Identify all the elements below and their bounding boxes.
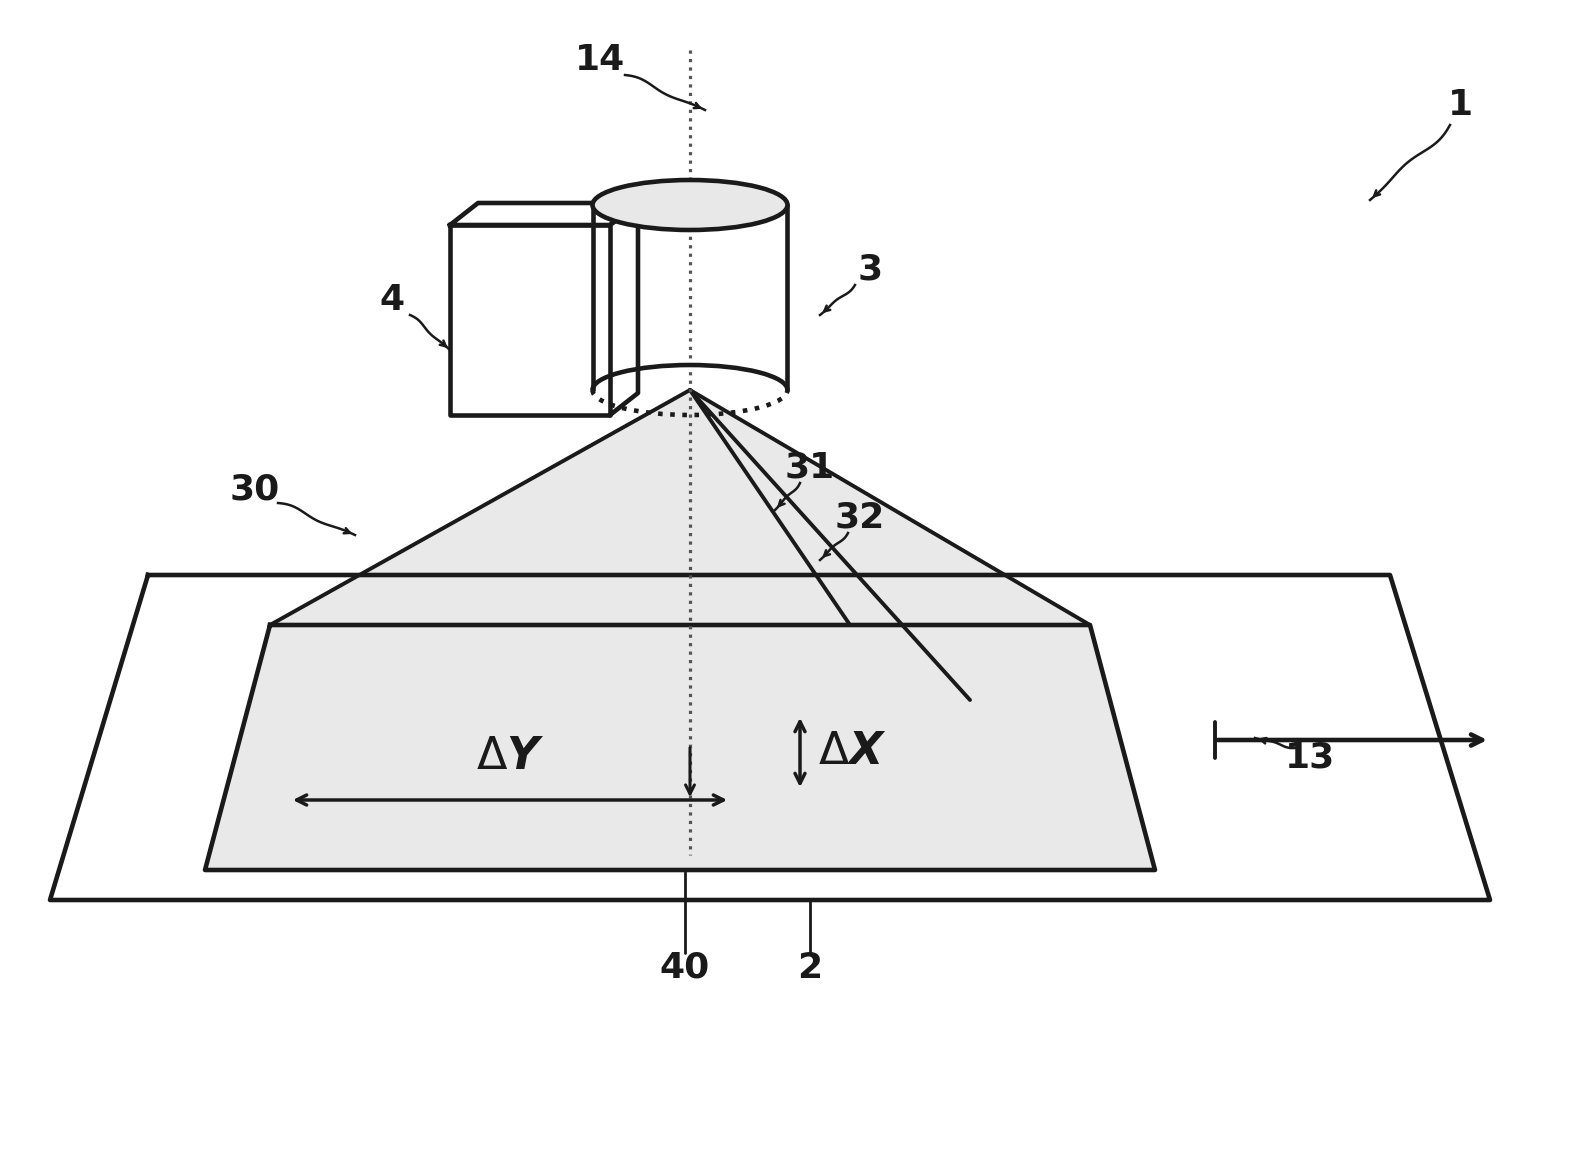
Text: 40: 40 [661, 952, 710, 985]
Text: 3: 3 [857, 253, 882, 288]
Text: 1: 1 [1448, 88, 1473, 122]
Text: 4: 4 [380, 283, 404, 317]
Text: 2: 2 [797, 952, 822, 985]
Text: 13: 13 [1285, 741, 1335, 775]
Text: 31: 31 [786, 451, 835, 485]
Ellipse shape [592, 180, 787, 230]
Text: 30: 30 [230, 473, 280, 507]
Text: 14: 14 [575, 43, 626, 77]
Polygon shape [204, 390, 1155, 870]
Text: 32: 32 [835, 502, 885, 535]
Text: $\Delta$X: $\Delta$X [817, 731, 887, 774]
Text: $\Delta$Y: $\Delta$Y [475, 735, 545, 779]
